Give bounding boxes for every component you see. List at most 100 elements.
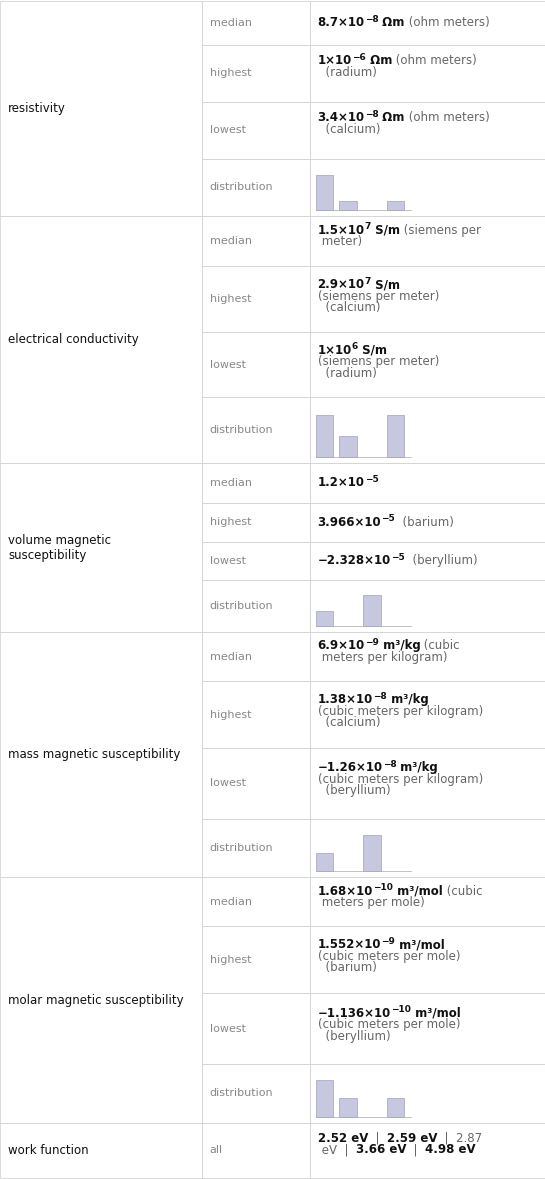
- Text: −5: −5: [381, 514, 395, 523]
- Text: −5: −5: [391, 553, 404, 562]
- Text: (siemens per: (siemens per: [400, 224, 481, 237]
- Bar: [310, 266, 545, 331]
- Text: (calcium): (calcium): [318, 717, 380, 730]
- Text: lowest: lowest: [210, 1023, 246, 1034]
- Text: 1.552×10: 1.552×10: [318, 938, 381, 951]
- Bar: [364, 835, 380, 871]
- Text: (cubic: (cubic: [420, 639, 460, 652]
- Text: −8: −8: [383, 760, 396, 769]
- Text: (siemens per meter): (siemens per meter): [318, 290, 439, 303]
- Text: −1.26×10: −1.26×10: [318, 762, 383, 775]
- Text: 7: 7: [365, 222, 371, 231]
- Bar: [310, 927, 545, 993]
- Text: highest: highest: [210, 294, 251, 304]
- Bar: [316, 415, 333, 456]
- Text: (ohm meters): (ohm meters): [392, 54, 477, 67]
- Text: 1.2×10: 1.2×10: [318, 476, 365, 489]
- Bar: [387, 202, 404, 210]
- Bar: [310, 1063, 545, 1122]
- Bar: [202, 580, 310, 632]
- Text: (ohm meters): (ohm meters): [405, 17, 489, 29]
- Text: 6.9×10: 6.9×10: [318, 639, 365, 652]
- Bar: [310, 993, 545, 1063]
- Text: (cubic meters per mole): (cubic meters per mole): [318, 950, 460, 963]
- Text: distribution: distribution: [210, 183, 273, 192]
- Text: 1.5×10: 1.5×10: [318, 224, 365, 237]
- Text: (cubic meters per mole): (cubic meters per mole): [318, 1017, 460, 1030]
- Text: meters per kilogram): meters per kilogram): [318, 651, 447, 664]
- Text: −8: −8: [365, 15, 378, 24]
- Text: molar magnetic susceptibility: molar magnetic susceptibility: [8, 994, 184, 1007]
- Text: m³/mol: m³/mol: [393, 884, 443, 897]
- Text: (cubic meters per kilogram): (cubic meters per kilogram): [318, 773, 483, 786]
- Text: 1×10: 1×10: [318, 343, 352, 356]
- Text: highest: highest: [210, 68, 251, 78]
- Text: (cubic meters per kilogram): (cubic meters per kilogram): [318, 705, 483, 718]
- Text: S/m: S/m: [358, 343, 387, 356]
- Text: resistivity: resistivity: [8, 101, 66, 116]
- Bar: [202, 159, 310, 216]
- Text: distribution: distribution: [210, 424, 273, 435]
- Bar: [340, 1099, 356, 1117]
- Text: median: median: [210, 477, 252, 488]
- Bar: [316, 1080, 333, 1117]
- Bar: [316, 611, 333, 626]
- Bar: [0, 216, 202, 462]
- Text: m³/mol: m³/mol: [411, 1007, 461, 1020]
- Text: lowest: lowest: [210, 556, 246, 566]
- Text: median: median: [210, 897, 252, 907]
- Bar: [0, 877, 202, 1122]
- Text: meter): meter): [318, 235, 362, 248]
- Bar: [202, 927, 310, 993]
- Bar: [0, 462, 202, 632]
- Bar: [364, 595, 380, 626]
- Text: −10: −10: [391, 1005, 411, 1014]
- Text: 3.66 eV: 3.66 eV: [355, 1144, 406, 1157]
- Text: 8.7×10: 8.7×10: [318, 17, 365, 29]
- Text: volume magnetic
susceptibility: volume magnetic susceptibility: [8, 534, 111, 561]
- Bar: [310, 818, 545, 877]
- Bar: [202, 101, 310, 159]
- Bar: [387, 415, 404, 456]
- Bar: [310, 159, 545, 216]
- Text: −9: −9: [381, 937, 395, 946]
- Text: (calcium): (calcium): [318, 301, 380, 314]
- Bar: [202, 216, 310, 266]
- Bar: [310, 45, 545, 101]
- Text: Ωm: Ωm: [366, 54, 392, 67]
- Text: mass magnetic susceptibility: mass magnetic susceptibility: [8, 749, 180, 762]
- Bar: [202, 1122, 310, 1178]
- Text: 3.966×10: 3.966×10: [318, 516, 381, 529]
- Text: 1×10: 1×10: [318, 54, 352, 67]
- Text: −9: −9: [365, 638, 379, 647]
- Text: (barium): (barium): [395, 516, 454, 529]
- Bar: [340, 436, 356, 456]
- Text: −6: −6: [352, 53, 366, 61]
- Text: work function: work function: [8, 1144, 89, 1157]
- Text: (beryllium): (beryllium): [318, 1029, 390, 1042]
- Bar: [202, 503, 310, 541]
- Text: (siemens per meter): (siemens per meter): [318, 355, 439, 368]
- Bar: [310, 749, 545, 818]
- Text: −8: −8: [373, 692, 386, 700]
- Bar: [202, 462, 310, 503]
- Bar: [310, 632, 545, 681]
- Text: all: all: [210, 1145, 223, 1155]
- Bar: [310, 681, 545, 749]
- Bar: [202, 1063, 310, 1122]
- Text: Ωm: Ωm: [378, 111, 405, 124]
- Bar: [0, 1122, 202, 1178]
- Bar: [202, 397, 310, 462]
- Text: (cubic: (cubic: [443, 884, 482, 897]
- Text: |  2.87: | 2.87: [438, 1132, 482, 1145]
- Text: 1.38×10: 1.38×10: [318, 693, 373, 706]
- Bar: [202, 1, 310, 45]
- Bar: [202, 632, 310, 681]
- Text: 2.59 eV: 2.59 eV: [387, 1132, 438, 1145]
- Bar: [310, 503, 545, 541]
- Bar: [310, 1122, 545, 1178]
- Bar: [310, 331, 545, 397]
- Text: distribution: distribution: [210, 601, 273, 611]
- Bar: [310, 877, 545, 927]
- Text: −10: −10: [373, 883, 393, 893]
